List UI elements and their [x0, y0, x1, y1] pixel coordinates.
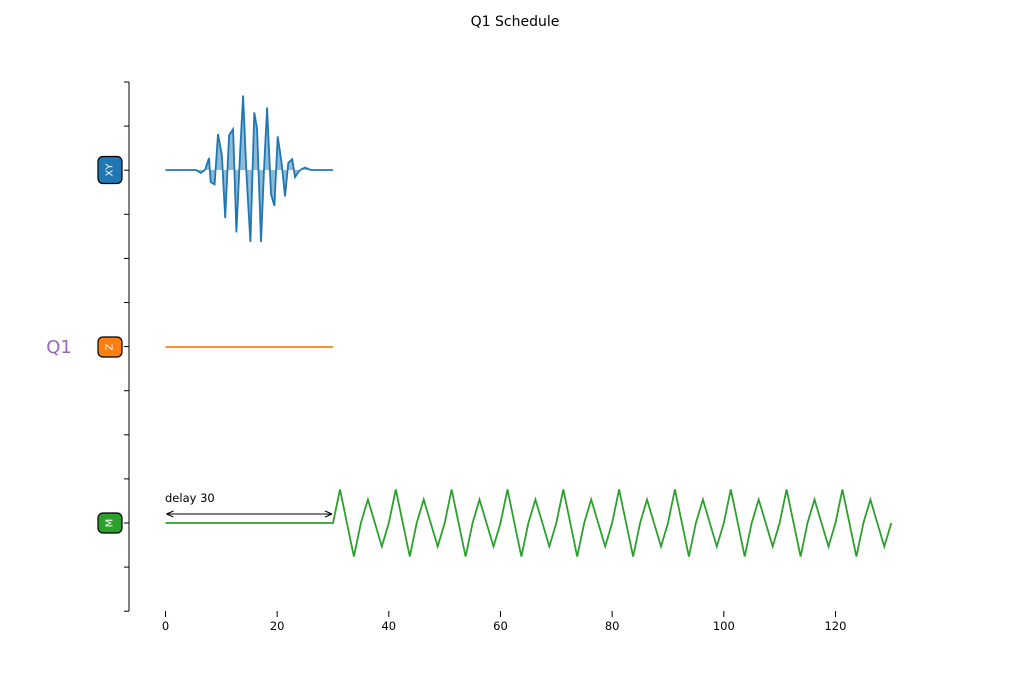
x-tick-label-40: 40: [381, 619, 396, 633]
channel-m-line: [165, 489, 893, 557]
badge-z-label: Z: [105, 343, 116, 350]
delay-label: delay 30: [165, 491, 215, 505]
chart-title: Q1 Schedule: [471, 14, 560, 30]
x-tick-label-100: 100: [713, 619, 735, 633]
badge-xy-label: XY: [105, 163, 116, 177]
delay-arrow-head-left: [166, 510, 174, 518]
channel-xy-line: [165, 95, 333, 243]
badge-m-box: [97, 512, 123, 534]
badge-m: M: [97, 512, 123, 534]
badge-m-label: M: [105, 519, 116, 528]
channel-waveforms: [165, 95, 893, 557]
channel-badges: XY Z M: [97, 155, 123, 534]
delay-annotation: delay 30: [165, 491, 333, 518]
y-axis-ticks: [124, 81, 129, 612]
x-tick-label-0: 0: [162, 619, 169, 633]
delay-arrow-head-right: [324, 510, 333, 518]
x-tick-label-80: 80: [605, 619, 620, 633]
x-tick-label-20: 20: [270, 619, 285, 633]
x-tick-label-120: 120: [824, 619, 846, 633]
badge-z-box: [97, 336, 123, 358]
badge-xy-box: [97, 155, 123, 185]
qubit-label: Q1: [46, 337, 72, 358]
x-axis-ticks: 0 20 40 60 80 100 120: [162, 611, 846, 633]
badge-xy: XY: [97, 155, 123, 185]
badge-z: Z: [97, 336, 123, 358]
x-tick-label-60: 60: [493, 619, 508, 633]
